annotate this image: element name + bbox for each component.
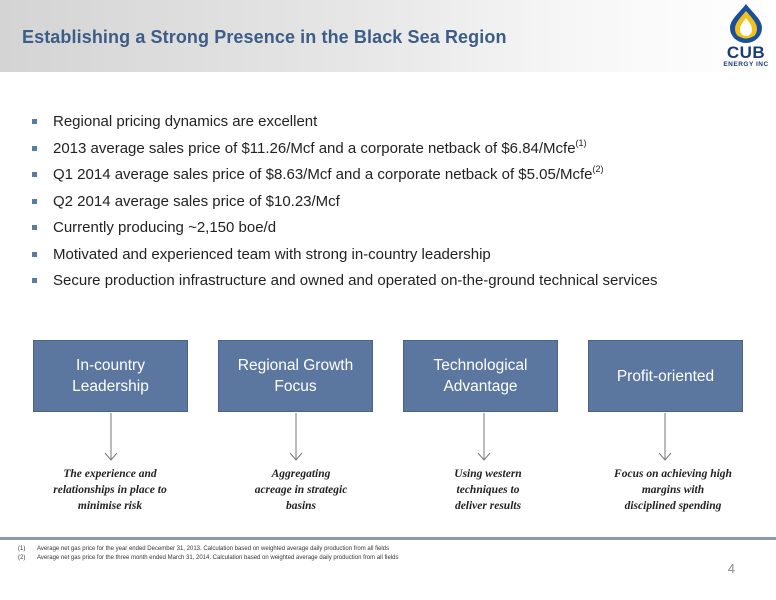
- desc-line: Focus on achieving high: [614, 468, 732, 480]
- pillar-description: Focus on achieving high margins with dis…: [598, 466, 748, 514]
- bullet-square-icon: [32, 119, 37, 124]
- desc-line: basins: [285, 500, 317, 512]
- footnote-text: Average net gas price for the year ended…: [37, 546, 390, 552]
- footnote-text: Average net gas price for the three mont…: [37, 555, 399, 561]
- footnotes: (1) Average net gas price for the year en…: [18, 545, 398, 563]
- desc-line: margins with: [641, 484, 705, 496]
- bullet-item: Regional pricing dynamics are excellent: [30, 112, 658, 139]
- bullet-item: Currently producing ~2,150 boe/d: [30, 218, 658, 245]
- logo-name: CUB: [726, 43, 766, 62]
- bullet-text: 2013 average sales price of $11.26/Mcf a…: [53, 139, 576, 157]
- flame-drop-icon: [730, 4, 762, 43]
- pillar-box-in-country-leadership: In-country Leadership: [33, 340, 188, 412]
- bullet-square-icon: [32, 198, 37, 204]
- footnote-ref: (2): [592, 164, 604, 174]
- bullet-item: Q2 2014 average sales price of $10.23/Mc…: [30, 192, 658, 219]
- desc-line: The experience and: [63, 468, 157, 480]
- footnote-mark: (2): [18, 555, 26, 561]
- down-arrow-icon: [658, 413, 672, 461]
- bullet-item: Motivated and experienced team with stro…: [30, 245, 658, 272]
- pillar-box-regional-growth: Regional Growth Focus: [218, 340, 373, 412]
- bullet-item: 2013 average sales price of $11.26/Mcf a…: [30, 137, 658, 166]
- footer-divider: [0, 537, 776, 540]
- pillar-title-line1: Profit-oriented: [616, 367, 715, 385]
- down-arrow-icon: [289, 413, 303, 461]
- bullet-item: Q1 2014 average sales price of $8.63/Mcf…: [30, 164, 658, 192]
- pillar-description: Using western techniques to deliver resu…: [413, 466, 563, 514]
- desc-line: acreage in strategic: [254, 484, 348, 496]
- bullet-text: Motivated and experienced team with stro…: [53, 245, 491, 263]
- pillar-box-technological-advantage: Technological Advantage: [403, 340, 558, 412]
- footnote-mark: (1): [18, 546, 26, 552]
- bullet-text: Q2 2014 average sales price of $10.23/Mc…: [53, 192, 340, 210]
- page-number: 4: [727, 561, 735, 576]
- down-arrow-icon: [477, 413, 491, 461]
- pillar-title-line1: Regional Growth: [237, 357, 354, 374]
- pillar-box-profit-oriented: Profit-oriented: [588, 340, 743, 412]
- bullet-text: Q1 2014 average sales price of $8.63/Mcf…: [53, 166, 593, 183]
- desc-line: Using western: [454, 468, 522, 480]
- bullet-square-icon: [32, 145, 37, 151]
- pillar-description: Aggregating acreage in strategic basins: [226, 466, 376, 514]
- desc-line: minimise risk: [77, 500, 143, 512]
- desc-line: disciplined spending: [624, 500, 722, 512]
- desc-line: relationships in place to: [53, 484, 167, 496]
- down-arrow-icon: [104, 413, 118, 461]
- pillar-title-line2: Leadership: [72, 378, 149, 395]
- bullet-square-icon: [32, 251, 37, 257]
- bullet-item: Secure production infrastructure and own…: [30, 271, 658, 298]
- company-logo: CUB ENERGY INC: [716, 2, 776, 72]
- header-bar: Establishing a Strong Presence in the Bl…: [0, 0, 776, 72]
- pillar-title-line2: Focus: [274, 378, 317, 395]
- bullet-square-icon: [32, 172, 37, 177]
- footnote: (1) Average net gas price for the year en…: [18, 545, 398, 554]
- desc-line: Aggregating: [271, 468, 331, 480]
- bullet-text: Currently producing ~2,150 boe/d: [53, 219, 277, 236]
- footnote-ref: (1): [575, 137, 587, 148]
- pillar-title-line1: In-country: [76, 357, 145, 374]
- footnote: (2) Average net gas price for the three m…: [18, 554, 398, 563]
- pillar-title-line1: Technological: [433, 357, 528, 374]
- bullet-list: Regional pricing dynamics are excellent …: [30, 112, 658, 298]
- logo-subtitle: ENERGY INC: [723, 61, 769, 68]
- pillar-description: The experience and relationships in plac…: [35, 466, 185, 514]
- bullet-square-icon: [32, 225, 37, 230]
- bullet-text: Regional pricing dynamics are excellent: [53, 113, 318, 130]
- page-title: Establishing a Strong Presence in the Bl…: [22, 27, 507, 47]
- bullet-text: Secure production infrastructure and own…: [53, 272, 658, 289]
- bullet-square-icon: [32, 278, 37, 283]
- pillar-title-line2: Advantage: [443, 378, 518, 395]
- desc-line: deliver results: [454, 500, 522, 512]
- desc-line: techniques to: [456, 484, 520, 496]
